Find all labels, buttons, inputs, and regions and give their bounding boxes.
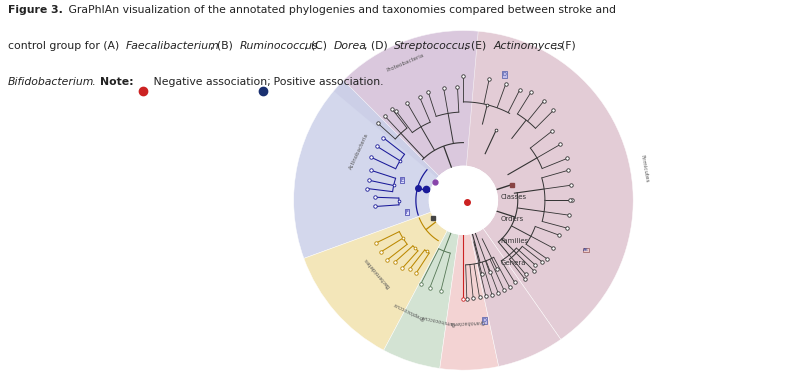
Text: Positive association.: Positive association. xyxy=(270,77,384,87)
Text: Figure 3.: Figure 3. xyxy=(8,5,63,15)
Text: Proteobacteria: Proteobacteria xyxy=(386,53,424,73)
Text: .: . xyxy=(92,77,99,87)
Wedge shape xyxy=(294,80,463,259)
Text: GraPhIAn visualization of the annotated phylogenies and taxonomies compared betw: GraPhIAn visualization of the annotated … xyxy=(65,5,616,15)
Text: Actinomyces: Actinomyces xyxy=(494,41,563,51)
Text: F: F xyxy=(406,210,408,215)
Text: Families: Families xyxy=(501,238,529,244)
Text: Negative association;: Negative association; xyxy=(150,77,271,87)
Text: Dorea: Dorea xyxy=(334,41,367,51)
Text: Streptococcus: Streptococcus xyxy=(393,301,427,320)
Wedge shape xyxy=(304,200,463,350)
Text: AB: AB xyxy=(583,248,589,252)
Text: Streptococcus: Streptococcus xyxy=(394,41,471,51)
Text: Genera: Genera xyxy=(501,260,527,266)
Wedge shape xyxy=(344,30,633,339)
Text: control group for (A): control group for (A) xyxy=(8,41,123,51)
Text: , (D): , (D) xyxy=(364,41,392,51)
Text: , (E): , (E) xyxy=(464,41,490,51)
Text: Classes: Classes xyxy=(501,194,527,200)
Text: Firmicutes: Firmicutes xyxy=(639,154,649,183)
Text: E: E xyxy=(400,178,403,183)
Circle shape xyxy=(430,166,497,234)
Wedge shape xyxy=(463,200,561,367)
Text: Ruminococcus: Ruminococcus xyxy=(240,41,319,51)
Text: Note:: Note: xyxy=(100,77,133,87)
Circle shape xyxy=(430,166,497,234)
Text: D: D xyxy=(503,72,507,77)
Text: Faecalibacterium: Faecalibacterium xyxy=(126,41,220,51)
Text: , (C): , (C) xyxy=(304,41,331,51)
Text: Actinobacteria: Actinobacteria xyxy=(348,132,369,171)
Wedge shape xyxy=(333,30,479,200)
Wedge shape xyxy=(384,200,463,368)
Text: Bacteroidetes: Bacteroidetes xyxy=(364,256,392,289)
Text: Bifidobacterium: Bifidobacterium xyxy=(8,77,94,87)
Text: D: D xyxy=(483,318,487,323)
Wedge shape xyxy=(439,200,499,370)
Text: , (B): , (B) xyxy=(210,41,237,51)
Text: ; (F): ; (F) xyxy=(554,41,576,51)
Text: Cyanobacteria: Cyanobacteria xyxy=(450,319,486,326)
Text: Orders: Orders xyxy=(501,216,524,222)
Text: Ruminococcus: Ruminococcus xyxy=(420,314,455,326)
